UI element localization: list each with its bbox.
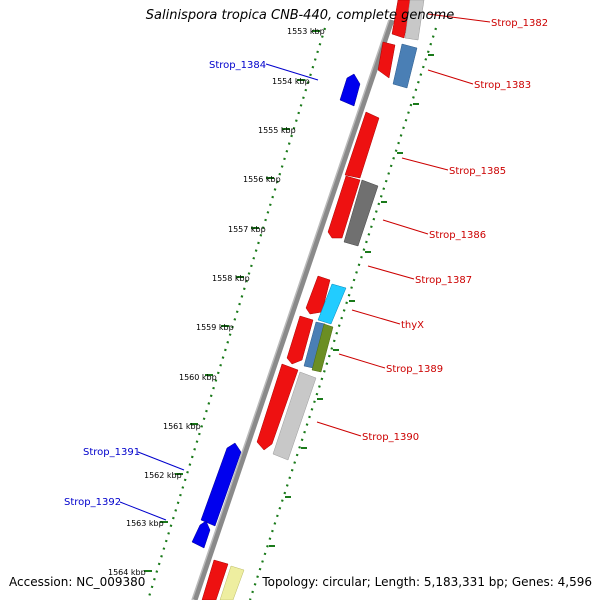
gene-label[interactable]: Strop_1390 — [362, 432, 419, 443]
tick-marks: 1553 kbp 1554 kbp 1555 kbp 1556 kbp 1557… — [108, 27, 325, 577]
tick-label: 1553 kbp — [287, 27, 325, 36]
gene-label[interactable]: Strop_1383 — [474, 80, 531, 91]
tick-label: 1559 kbp — [196, 323, 234, 332]
gene-label[interactable]: thyX — [401, 320, 424, 331]
label-leaders — [119, 13, 491, 521]
map-title: Salinispora tropica CNB-440, complete ge… — [145, 8, 455, 23]
gene-label[interactable]: Strop_1389 — [386, 364, 443, 375]
gene-label[interactable]: Strop_1392 — [64, 497, 121, 508]
feature-block-1389b[interactable] — [311, 323, 334, 373]
gene-arrow-thyx[interactable] — [286, 315, 314, 365]
summary-text: Topology: circular; Length: 5,183,331 bp… — [262, 575, 592, 589]
gene-labels: Strop_1382 Strop_1383 Strop_1384 Strop_1… — [64, 18, 548, 508]
gene-arrow-strop-1391[interactable] — [200, 442, 242, 527]
tick-label: 1557 kbp — [228, 225, 266, 234]
feature-block-1382[interactable] — [404, 0, 425, 41]
gene-label[interactable]: Strop_1384 — [209, 60, 266, 71]
tick-label: 1558 kbp — [212, 274, 250, 283]
feature-block-1383[interactable] — [392, 43, 418, 89]
feature-block-thyx[interactable] — [317, 283, 347, 325]
gene-arrow-strop-1386[interactable] — [327, 175, 361, 239]
gene-arrow-strop-1392[interactable] — [191, 520, 211, 549]
tick-label: 1554 kbp — [272, 77, 310, 86]
gene-arrow-strop-1383[interactable] — [377, 41, 396, 79]
tick-label: 1561 kbp — [163, 422, 201, 431]
tick-label: 1562 kbp — [144, 471, 182, 480]
gene-label[interactable]: Strop_1387 — [415, 275, 472, 286]
feature-block-1386[interactable] — [343, 179, 379, 247]
outer-tick-track — [146, 27, 327, 600]
tick-label: 1555 kbp — [258, 126, 296, 135]
gene-arrow-strop-1385[interactable] — [344, 111, 380, 179]
gene-label[interactable]: Strop_1391 — [83, 447, 140, 458]
feature-track — [219, 0, 425, 600]
genome-backbone — [192, 19, 395, 600]
accession-text: Accession: NC_009380 — [9, 575, 146, 589]
feature-block-1390[interactable] — [272, 371, 317, 461]
feature-block-bottom[interactable] — [219, 565, 245, 600]
gene-arrow-strop-1384[interactable] — [339, 73, 361, 107]
gene-arrow-bottom[interactable] — [201, 559, 229, 600]
genome-backbone-shadow — [191, 19, 390, 600]
gene-arrow-strop-1382[interactable] — [391, 0, 413, 39]
tick-label: 1560 kbp — [179, 373, 217, 382]
tick-label: 1556 kbp — [243, 175, 281, 184]
inner-tick-marks — [269, 54, 434, 547]
gene-arrow-strop-1390[interactable] — [256, 363, 299, 451]
gene-label[interactable]: Strop_1382 — [491, 18, 548, 29]
reverse-gene-track — [191, 73, 361, 549]
inner-tick-track — [248, 27, 438, 600]
forward-gene-track — [201, 0, 413, 600]
gene-label[interactable]: Strop_1386 — [429, 230, 486, 241]
tick-label: 1563 kbp — [126, 519, 164, 528]
tick-label: 1564 kbp — [108, 568, 146, 577]
gene-label[interactable]: Strop_1385 — [449, 166, 506, 177]
gene-arrow-strop-1387[interactable] — [305, 275, 331, 315]
